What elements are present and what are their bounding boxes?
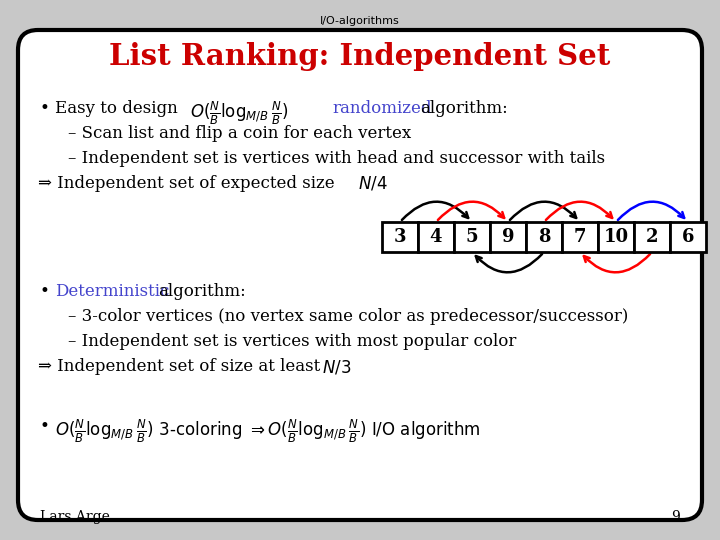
Text: •: • bbox=[40, 100, 50, 117]
Text: •: • bbox=[40, 418, 50, 435]
Text: – 3-color vertices (no vertex same color as predecessor/successor): – 3-color vertices (no vertex same color… bbox=[68, 308, 629, 325]
Text: 6: 6 bbox=[682, 228, 694, 246]
Text: 10: 10 bbox=[603, 228, 629, 246]
Text: Easy to design: Easy to design bbox=[55, 100, 183, 117]
Bar bbox=[382, 222, 418, 252]
Text: 7: 7 bbox=[574, 228, 586, 246]
Text: $O(\frac{N}{B}\log_{M/B}\frac{N}{B})$ 3-coloring $\Rightarrow O(\frac{N}{B}\log_: $O(\frac{N}{B}\log_{M/B}\frac{N}{B})$ 3-… bbox=[55, 418, 481, 446]
Text: ⇒ Independent set of size at least: ⇒ Independent set of size at least bbox=[38, 358, 325, 375]
Bar bbox=[526, 222, 562, 252]
Text: – Independent set is vertices with most popular color: – Independent set is vertices with most … bbox=[68, 333, 516, 350]
Text: algorithm:: algorithm: bbox=[158, 283, 246, 300]
Text: – Scan list and flip a coin for each vertex: – Scan list and flip a coin for each ver… bbox=[68, 125, 411, 142]
Bar bbox=[454, 222, 490, 252]
Text: 8: 8 bbox=[538, 228, 550, 246]
Text: 2: 2 bbox=[646, 228, 658, 246]
Bar bbox=[598, 222, 634, 252]
Text: – Independent set is vertices with head and successor with tails: – Independent set is vertices with head … bbox=[68, 150, 605, 167]
Text: I/O-algorithms: I/O-algorithms bbox=[320, 16, 400, 26]
Text: randomized: randomized bbox=[332, 100, 431, 117]
Text: 9: 9 bbox=[502, 228, 514, 246]
Bar bbox=[562, 222, 598, 252]
Text: $N/3$: $N/3$ bbox=[322, 358, 351, 376]
Text: 4: 4 bbox=[430, 228, 442, 246]
Text: $N/4$: $N/4$ bbox=[358, 175, 387, 193]
Text: 3: 3 bbox=[394, 228, 406, 246]
Bar bbox=[634, 222, 670, 252]
Bar bbox=[490, 222, 526, 252]
Text: 5: 5 bbox=[466, 228, 478, 246]
Text: ⇒ Independent set of expected size: ⇒ Independent set of expected size bbox=[38, 175, 340, 192]
Text: Lars Arge: Lars Arge bbox=[40, 510, 110, 524]
Text: 9: 9 bbox=[671, 510, 680, 524]
Text: $O(\frac{N}{B}\log_{M/B}\frac{N}{B})$: $O(\frac{N}{B}\log_{M/B}\frac{N}{B})$ bbox=[190, 100, 289, 127]
Text: algorithm:: algorithm: bbox=[420, 100, 508, 117]
Bar bbox=[418, 222, 454, 252]
Bar bbox=[670, 222, 706, 252]
Text: •: • bbox=[40, 283, 50, 300]
FancyBboxPatch shape bbox=[18, 30, 702, 520]
Text: List Ranking: Independent Set: List Ranking: Independent Set bbox=[109, 42, 611, 71]
Text: Deterministic: Deterministic bbox=[55, 283, 169, 300]
